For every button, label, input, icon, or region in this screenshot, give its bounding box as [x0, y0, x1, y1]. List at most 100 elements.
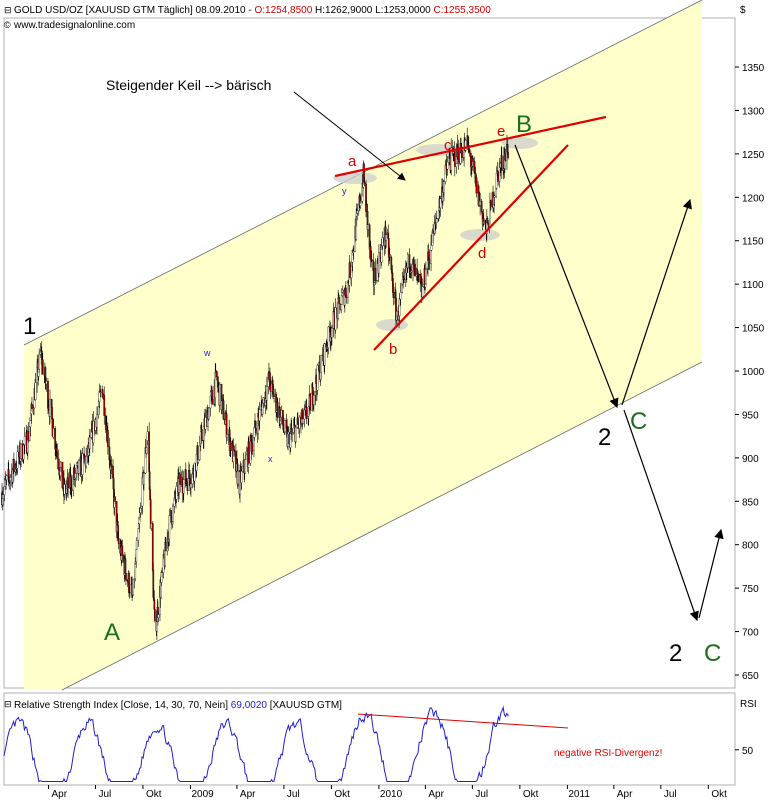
website-label: www.tradesignalonline.com: [13, 20, 135, 31]
sub-wave-label-x: x: [268, 454, 273, 464]
candle-body: [67, 477, 69, 489]
candle-body: [408, 254, 411, 269]
price-candle: [443, 179, 445, 202]
touch-marker-d: [460, 229, 500, 241]
price-candle: [464, 139, 467, 152]
candle-body: [45, 381, 48, 385]
price-candle: [135, 537, 138, 550]
candle-body: [38, 354, 41, 370]
price-candle: [34, 373, 37, 401]
price-candle: [74, 471, 77, 488]
x-tick-label: Apr: [428, 789, 444, 800]
wedge-upper-line: [334, 115, 607, 178]
candle-body: [345, 295, 348, 298]
candle-body: [457, 147, 460, 162]
y-tick-label: 950: [742, 410, 759, 421]
candle-body: [172, 506, 174, 522]
price-candle: [363, 176, 366, 187]
price-candle: [215, 370, 218, 381]
candle-body: [179, 473, 181, 485]
candle-body: [291, 432, 294, 434]
price-candle: [486, 216, 489, 225]
candle-body: [29, 420, 32, 427]
wave-number-1: 1: [23, 313, 36, 340]
candle-body: [432, 230, 434, 234]
candle-body: [103, 394, 106, 416]
candle-body: [182, 479, 185, 494]
candle-body: [504, 153, 507, 161]
candle-body: [334, 307, 337, 331]
candle-body: [251, 443, 254, 451]
candle-body: [352, 251, 355, 253]
price-candle: [331, 324, 333, 346]
price-candle: [323, 342, 326, 375]
candle-body: [309, 394, 312, 411]
rsi-toggle-icon[interactable]: ⊟: [4, 699, 12, 709]
header-toggle-icon[interactable]: ⊟: [4, 5, 12, 15]
y-tick-label: 700: [742, 628, 759, 639]
candle-body: [356, 210, 359, 214]
rsi-symbol: [XAUUSD GTM]: [267, 700, 342, 711]
candle-body: [150, 523, 153, 529]
price-candle: [435, 210, 438, 223]
candle-body: [349, 262, 351, 278]
y-tick-label: 1050: [742, 324, 765, 335]
candle-body: [430, 249, 432, 265]
candle-body: [52, 428, 55, 438]
candle-body: [114, 496, 116, 502]
price-candle: [23, 427, 26, 454]
candle-body: [338, 297, 341, 304]
x-tick-label: Jul: [98, 789, 111, 800]
x-tick-label: Okt: [146, 789, 162, 800]
price-candle: [240, 465, 243, 490]
candle-body: [219, 384, 221, 406]
rsi-panel-frame: [3, 692, 736, 786]
y-tick-label: 1000: [742, 367, 765, 378]
rsi-header: Relative Strength Index [Close, 14, 30, …: [14, 700, 342, 711]
y-tick-label: 1100: [742, 280, 764, 291]
price-candle: [334, 298, 337, 334]
price-candle: [182, 470, 185, 503]
candle-body: [388, 254, 391, 258]
candle-body: [480, 200, 483, 212]
price-candle: [425, 261, 427, 285]
y-tick-label: 1200: [742, 193, 765, 204]
price-candle: [500, 147, 503, 179]
wedge-note-arrow: [293, 91, 406, 181]
candle-body: [156, 621, 158, 632]
candle-body: [27, 431, 30, 441]
price-candle: [374, 258, 377, 285]
forecast-arrows: [514, 144, 724, 622]
x-tick-label: Apr: [617, 789, 633, 800]
rsi-divergence-note: negative RSI-Divergenz!: [554, 748, 662, 759]
price-candle: [78, 458, 80, 476]
price-candle: [157, 611, 160, 623]
candle-body: [287, 431, 290, 435]
candle-body: [370, 259, 373, 261]
candle-body: [369, 246, 372, 261]
x-tick-label: Jul: [664, 789, 677, 800]
candle-body: [482, 218, 485, 222]
candle-body: [443, 181, 445, 193]
wave-label-d: d: [478, 245, 486, 262]
candle-body: [146, 431, 149, 441]
candle-body: [153, 599, 156, 610]
price-candle: [266, 376, 268, 411]
y-tick-label: 850: [742, 497, 759, 508]
price-candle: [121, 539, 124, 563]
price-candle: [316, 363, 319, 395]
price-candle: [255, 420, 257, 436]
price-candle: [399, 282, 402, 306]
price-candle: [128, 586, 131, 599]
candle-body: [341, 289, 344, 293]
price-candle: [197, 459, 200, 465]
price-candle: [222, 394, 225, 421]
candle-body: [500, 155, 503, 171]
price-candle: [168, 508, 171, 547]
price-candle: [175, 481, 178, 503]
price-candle: [5, 474, 8, 485]
candle-body: [392, 292, 395, 299]
candle-body: [85, 456, 88, 467]
price-candle: [56, 443, 59, 470]
